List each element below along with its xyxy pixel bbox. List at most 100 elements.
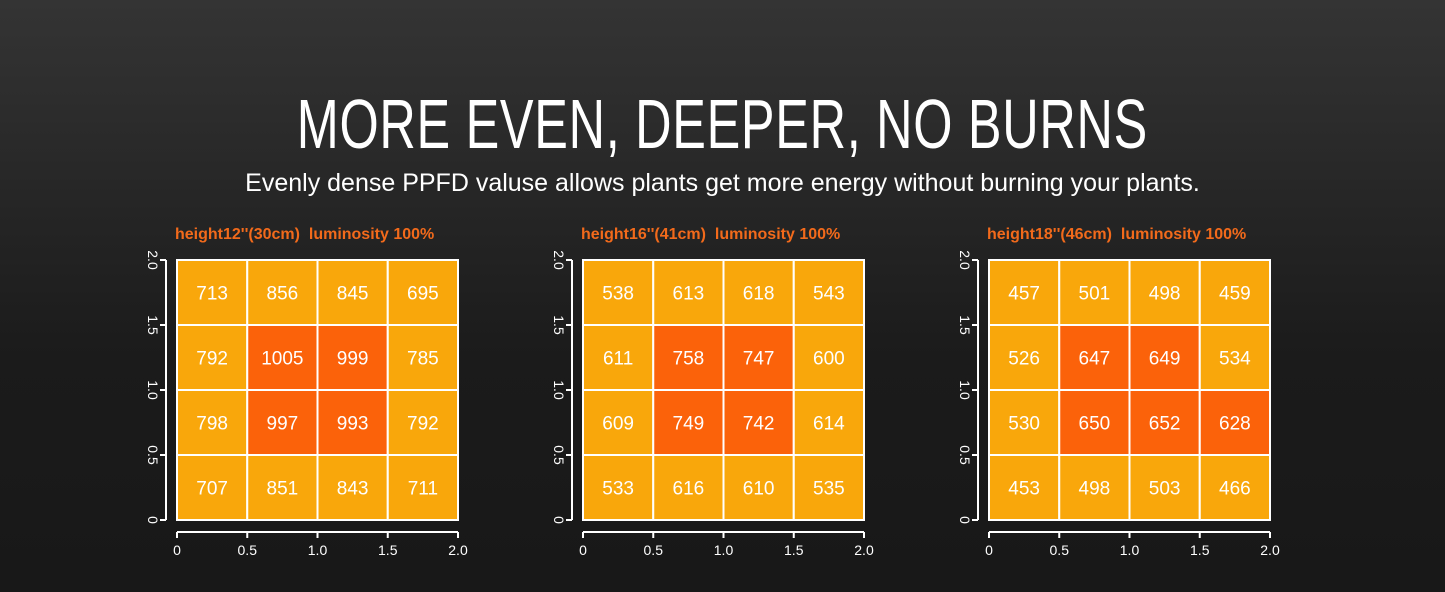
x-tick-label: 1.0 [308, 542, 328, 558]
heatmap-cell [316, 454, 389, 521]
cell-value-label: 845 [337, 284, 369, 305]
heatmap-cell [1058, 259, 1131, 326]
heatmap-cell [1198, 454, 1271, 521]
cell-value-label: 695 [407, 284, 439, 305]
heatmap-cell [722, 259, 795, 326]
cell-value-label: 785 [407, 349, 439, 370]
cell-value-label: 652 [1149, 414, 1181, 435]
x-tick-label: 1.5 [378, 542, 398, 558]
x-tick-label: 0.5 [238, 542, 258, 558]
cell-value-label: 628 [1219, 414, 1251, 435]
y-tick-label: 0 [145, 516, 161, 524]
x-tick-label: 1.5 [1190, 542, 1210, 558]
heatmap-cell [316, 324, 389, 391]
y-tick-label: 1.0 [551, 380, 567, 400]
heatmap-panel-1: height12''(30cm) luminosity 100% 713 856 8… [132, 222, 492, 562]
cell-value-label: 618 [743, 284, 775, 305]
cell-value-label: 792 [407, 414, 439, 435]
heatmap-cell [316, 389, 389, 456]
cell-value-label: 503 [1149, 479, 1181, 500]
y-tick-label: 0.5 [957, 445, 973, 465]
cell-value-label: 613 [673, 284, 705, 305]
x-tick-label: 0.5 [1050, 542, 1070, 558]
cell-value-label: 609 [602, 414, 634, 435]
y-tick-label: 1.5 [957, 315, 973, 335]
heatmap-cell [1128, 259, 1201, 326]
cell-value-label: 798 [196, 414, 228, 435]
heatmap-cell [1128, 454, 1201, 521]
cell-value-label: 749 [673, 414, 705, 435]
y-tick-label: 1.5 [145, 315, 161, 335]
cell-value-label: 650 [1079, 414, 1111, 435]
heatmap-chart: 713 856 845 695 792 1005 999 785 798 997 993 792 707… [145, 250, 468, 558]
cell-value-label: 611 [603, 349, 633, 370]
heatmap-border [582, 259, 865, 521]
cell-value-label: 614 [813, 414, 845, 435]
cell-value-label: 999 [337, 349, 369, 370]
heatmap-title: height16''(41cm) luminosity 100% [581, 226, 841, 243]
cell-value-label: 543 [813, 284, 845, 305]
heatmap-cell [792, 324, 865, 391]
page-title: MORE EVEN, DEEPER, NO BURNS [296, 85, 1148, 163]
heatmap-cell [722, 324, 795, 391]
x-tick-label: 0.5 [644, 542, 664, 558]
y-tick-label: 0 [551, 516, 567, 524]
heatmap-title: height12''(30cm) luminosity 100% [175, 226, 435, 243]
y-tick-label: 2.0 [145, 250, 161, 270]
heatmap-chart: 538 613 618 543 611 758 747 600 609 749 742 614 533 6… [551, 250, 874, 558]
y-tick-label: 1.5 [551, 315, 567, 335]
x-tick-label: 0 [579, 542, 587, 558]
heatmap-cell [722, 389, 795, 456]
cell-value-label: 600 [813, 349, 845, 370]
cell-value-label: 742 [743, 414, 775, 435]
cell-value-label: 649 [1149, 349, 1181, 370]
heatmap-cell [176, 324, 249, 391]
cell-value-label: 538 [602, 284, 634, 305]
y-tick-label: 0.5 [145, 445, 161, 465]
heatmap-border [988, 259, 1271, 521]
cell-value-label: 498 [1149, 284, 1181, 305]
cell-value-label: 647 [1079, 349, 1111, 370]
y-tick-label: 2.0 [957, 250, 973, 270]
cell-value-label: 459 [1219, 284, 1251, 305]
cell-value-label: 535 [813, 479, 845, 500]
heatmap-cell [1198, 389, 1271, 456]
cell-value-label: 457 [1008, 284, 1040, 305]
heatmap-cell [988, 389, 1061, 456]
cell-value-label: 610 [743, 479, 775, 500]
cell-value-label: 747 [743, 349, 775, 370]
cell-value-label: 856 [267, 284, 299, 305]
cell-value-label: 453 [1008, 479, 1040, 500]
cell-value-label: 997 [267, 414, 299, 435]
cell-value-label: 758 [673, 349, 705, 370]
cell-value-label: 498 [1079, 479, 1111, 500]
cell-value-label: 713 [196, 284, 228, 305]
y-tick-label: 1.0 [145, 380, 161, 400]
cell-value-label: 792 [196, 349, 228, 370]
heatmap-cell [988, 324, 1061, 391]
cell-value-label: 501 [1079, 284, 1111, 305]
x-tick-label: 0 [173, 542, 181, 558]
cell-value-label: 533 [602, 479, 634, 500]
cell-value-label: 851 [267, 479, 299, 500]
cell-value-label: 993 [337, 414, 369, 435]
cell-value-label: 616 [673, 479, 705, 500]
x-tick-label: 2.0 [854, 542, 874, 558]
x-tick-label: 2.0 [448, 542, 468, 558]
x-tick-label: 0 [985, 542, 993, 558]
cell-value-label: 530 [1008, 414, 1040, 435]
heatmap-cell [1128, 324, 1201, 391]
heatmap-cell [386, 454, 459, 521]
heatmap-title: height18''(46cm) luminosity 100% [987, 226, 1247, 243]
y-tick-label: 2.0 [551, 250, 567, 270]
heatmap-cell [792, 389, 865, 456]
heatmap-panel-2: height16''(41cm) luminosity 100% 538 613 6… [538, 222, 898, 562]
heatmap-chart: 457 501 498 459 526 647 649 534 530 650 652 628 453 4… [957, 250, 1280, 558]
x-tick-label: 2.0 [1260, 542, 1280, 558]
cell-value-label: 534 [1219, 349, 1251, 370]
heatmap-border [176, 259, 459, 521]
page-subtitle: Evenly dense PPFD valuse allows plants g… [245, 169, 1200, 197]
x-tick-label: 1.0 [1120, 542, 1140, 558]
cell-value-label: 526 [1008, 349, 1040, 370]
heatmap-panel-3: height18''(46cm) luminosity 100% 457 501 4… [944, 222, 1304, 562]
